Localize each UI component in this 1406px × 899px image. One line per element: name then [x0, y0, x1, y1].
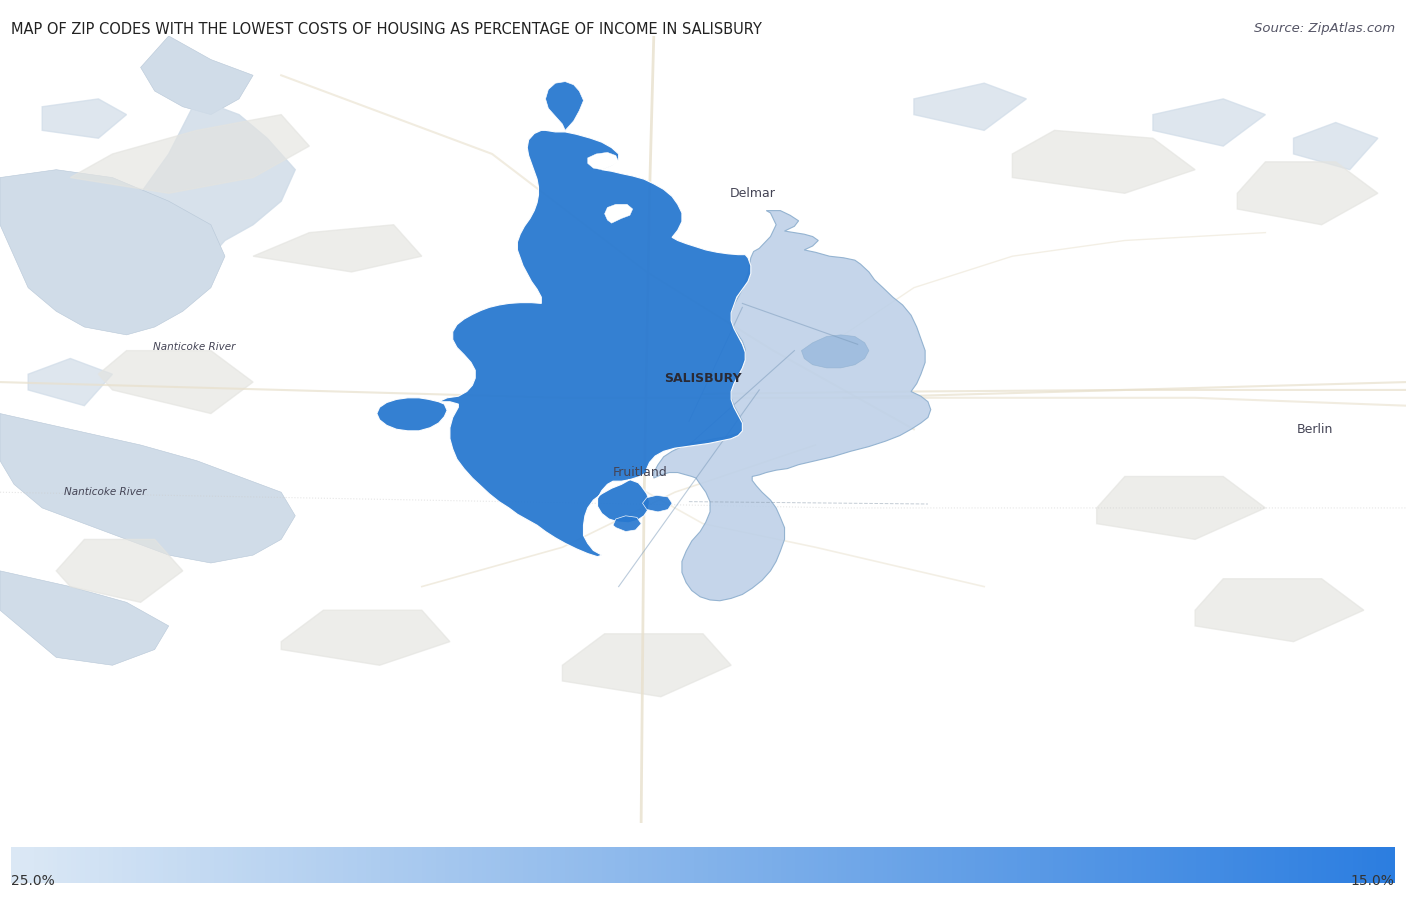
Polygon shape	[127, 99, 295, 264]
Polygon shape	[1237, 162, 1378, 225]
Polygon shape	[0, 170, 225, 335]
Polygon shape	[98, 351, 253, 414]
Polygon shape	[801, 335, 869, 368]
Text: Nanticoke River: Nanticoke River	[153, 342, 235, 352]
Polygon shape	[562, 634, 731, 697]
Polygon shape	[643, 495, 672, 512]
Polygon shape	[281, 610, 450, 665]
Polygon shape	[28, 359, 112, 405]
Polygon shape	[1294, 122, 1378, 170]
Polygon shape	[141, 36, 253, 115]
Polygon shape	[0, 414, 295, 563]
Polygon shape	[1153, 99, 1265, 147]
Polygon shape	[1012, 130, 1195, 193]
Polygon shape	[0, 571, 169, 665]
Text: Source: ZipAtlas.com: Source: ZipAtlas.com	[1254, 22, 1395, 35]
Text: 25.0%: 25.0%	[11, 874, 55, 888]
Text: SALISBURY: SALISBURY	[664, 371, 742, 385]
Polygon shape	[588, 153, 619, 170]
Polygon shape	[1097, 476, 1265, 539]
Text: Delmar: Delmar	[730, 187, 775, 200]
Text: MAP OF ZIP CODES WITH THE LOWEST COSTS OF HOUSING AS PERCENTAGE OF INCOME IN SAL: MAP OF ZIP CODES WITH THE LOWEST COSTS O…	[11, 22, 762, 38]
Polygon shape	[613, 516, 641, 531]
Polygon shape	[605, 204, 633, 223]
Polygon shape	[914, 84, 1026, 130]
Polygon shape	[654, 210, 931, 601]
Text: Nanticoke River: Nanticoke River	[65, 487, 146, 497]
Polygon shape	[42, 99, 127, 138]
Polygon shape	[377, 397, 447, 431]
Text: Fruitland: Fruitland	[613, 466, 666, 479]
Polygon shape	[253, 225, 422, 272]
Polygon shape	[546, 82, 583, 130]
Polygon shape	[42, 437, 127, 485]
Polygon shape	[439, 130, 751, 556]
Text: 15.0%: 15.0%	[1351, 874, 1395, 888]
Text: Berlin: Berlin	[1296, 423, 1333, 436]
Polygon shape	[56, 539, 183, 602]
Polygon shape	[1195, 579, 1364, 642]
Polygon shape	[70, 115, 309, 193]
